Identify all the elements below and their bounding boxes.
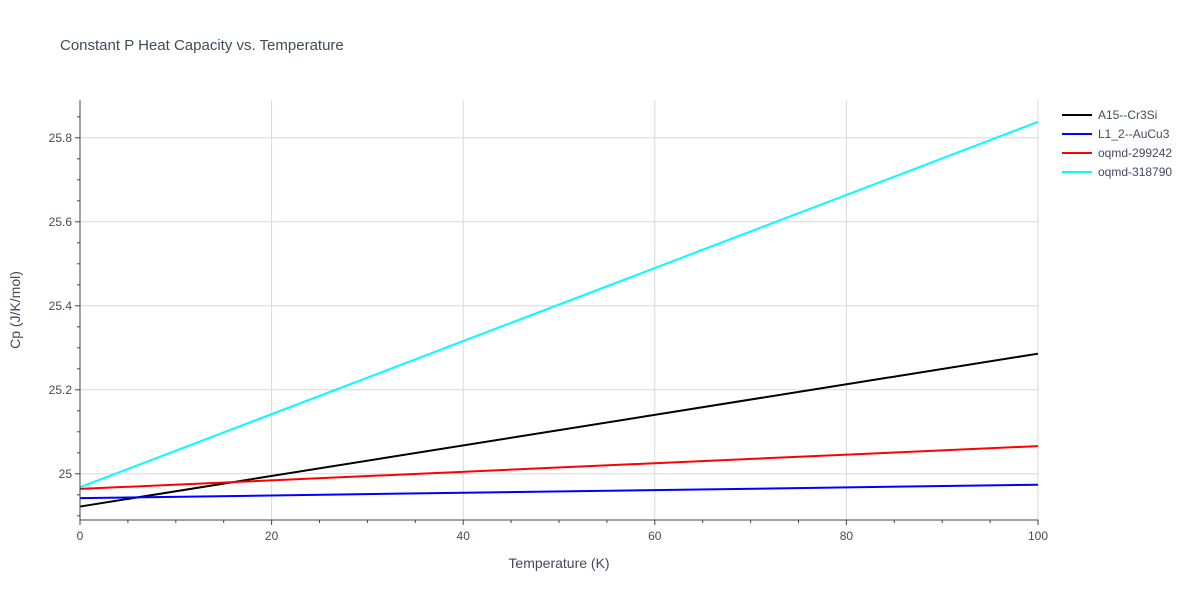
x-tick-label: 60 <box>648 529 662 543</box>
legend-label: A15--Cr3Si <box>1098 108 1157 122</box>
series-line-3 <box>79 445 1039 490</box>
x-tick-label: 0 <box>77 529 84 543</box>
plot-area <box>79 120 1039 508</box>
chart-title: Constant P Heat Capacity vs. Temperature <box>60 37 344 54</box>
series-line-1 <box>79 352 1039 508</box>
legend-label: L1_2--AuCu3 <box>1098 127 1170 141</box>
y-tick-label: 25 <box>59 467 73 481</box>
x-axis-title: Temperature (K) <box>508 555 609 571</box>
x-tick-label: 20 <box>265 529 279 543</box>
legend: A15--Cr3Si L1_2--AuCu3 oqmd-299242 oqmd-318… <box>1062 108 1172 179</box>
legend-label: oqmd-299242 <box>1098 146 1172 160</box>
series-line-2 <box>79 483 1039 500</box>
y-tick-label: 25.2 <box>49 383 73 397</box>
y-tick-label: 25.4 <box>49 299 73 313</box>
x-tick-label: 40 <box>457 529 471 543</box>
x-tick-label: 100 <box>1028 529 1048 543</box>
y-tick-label: 25.8 <box>49 131 73 145</box>
series-line-4 <box>79 120 1039 489</box>
legend-label: oqmd-318790 <box>1098 165 1172 179</box>
y-axis-title: Cp (J/K/mol) <box>7 271 23 349</box>
x-tick-label: 80 <box>840 529 854 543</box>
grid <box>80 100 1039 520</box>
y-tick-label: 25.6 <box>49 215 73 229</box>
axes: 0 20 40 60 80 100 25 25.2 25.4 25.6 25.8 <box>49 100 1048 543</box>
